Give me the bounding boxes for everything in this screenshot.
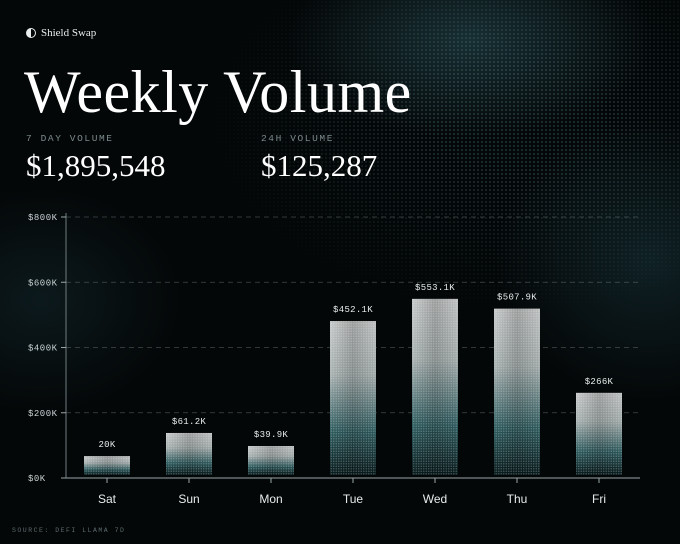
x-tick-label-wed: Wed	[423, 492, 447, 506]
bar-dot-texture	[248, 446, 294, 475]
y-tick-label: $400K	[28, 344, 58, 354]
bar-dot-texture	[576, 392, 622, 475]
half-circle-icon	[26, 28, 36, 38]
data-label-wed: $553.1K	[415, 283, 455, 293]
x-tick-label-fri: Fri	[592, 492, 606, 506]
y-tick-label: $800K	[28, 213, 58, 223]
data-label-mon: $39.9K	[254, 430, 289, 440]
seven-day-volume-value: $1,895,548	[26, 148, 166, 183]
bar-tue	[330, 321, 376, 475]
x-tick-label-thu: Thu	[507, 492, 528, 506]
data-label-tue: $452.1K	[333, 305, 373, 315]
day-volume-stat: 24H VOLUME $125,287	[261, 133, 377, 186]
page-title: Weekly Volume	[24, 59, 412, 125]
x-tick-label-tue: Tue	[343, 492, 364, 506]
data-label-thu: $507.9K	[497, 293, 537, 303]
brand: Shield Swap	[26, 27, 96, 39]
data-label-fri: $266K	[585, 377, 614, 387]
bar-mon	[248, 446, 294, 475]
bar-fri	[576, 392, 622, 475]
bar-thu	[494, 308, 540, 475]
y-tick-label: $600K	[28, 278, 58, 288]
brand-name: Shield Swap	[41, 27, 97, 39]
day-volume-label: 24H VOLUME	[261, 133, 335, 144]
y-tick-label: $200K	[28, 409, 58, 419]
bar-sat	[84, 456, 130, 475]
bar-dot-texture	[166, 432, 212, 475]
bar-dot-texture	[494, 308, 540, 475]
bar-dot-texture	[330, 321, 376, 475]
bar-dot-texture	[84, 456, 130, 475]
day-volume-value: $125,287	[261, 148, 378, 183]
data-label-sun: $61.2K	[172, 417, 207, 427]
x-tick-label-mon: Mon	[259, 492, 282, 506]
y-tick-label: $0K	[28, 474, 46, 484]
source-note: SOURCE: DEFI LLAMA 7D	[12, 527, 126, 534]
bar-sun	[166, 432, 212, 475]
seven-day-volume-stat: 7 DAY VOLUME $1,895,548	[26, 133, 166, 186]
seven-day-volume-label: 7 DAY VOLUME	[26, 133, 114, 144]
bar-dot-texture	[412, 298, 458, 475]
data-label-sat: 20K	[98, 440, 115, 450]
x-tick-label-sat: Sat	[98, 492, 117, 506]
bar-wed	[412, 298, 458, 475]
x-tick-label-sun: Sun	[178, 492, 199, 506]
